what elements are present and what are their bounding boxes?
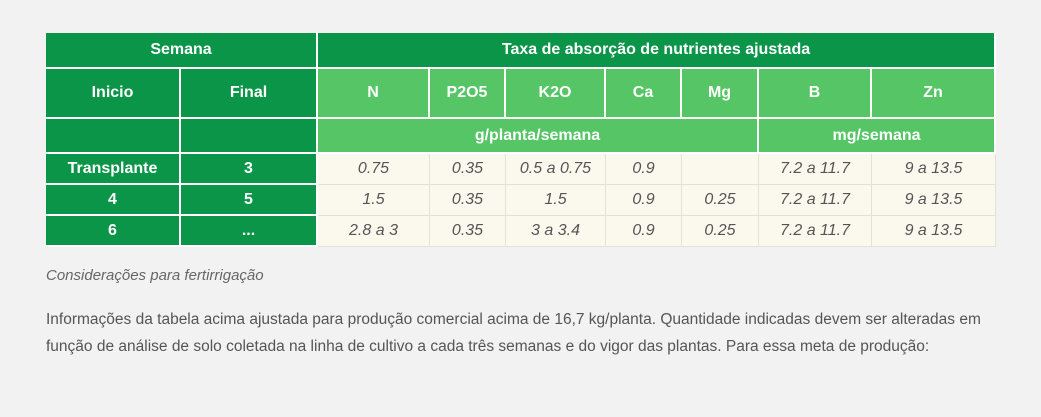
col-ca: Ca — [606, 69, 682, 119]
col-final: Final — [181, 69, 318, 119]
value-cell: 0.75 — [318, 154, 430, 185]
value-cell: 7.2 a 11.7 — [759, 154, 872, 185]
unit-mg-semana: mg/semana — [759, 119, 996, 154]
description-paragraph: Informações da tabela acima ajustada par… — [46, 311, 981, 355]
value-cell: 9 a 13.5 — [872, 185, 996, 216]
row-inicio: 6 — [46, 216, 181, 247]
value-cell: 7.2 a 11.7 — [759, 185, 872, 216]
col-b: B — [759, 69, 872, 119]
value-cell: 0.9 — [606, 154, 682, 185]
unit-empty-1 — [46, 119, 181, 154]
value-cell: 0.25 — [682, 185, 759, 216]
value-cell: 1.5 — [318, 185, 430, 216]
row-final: ... — [181, 216, 318, 247]
col-zn: Zn — [872, 69, 996, 119]
value-cell: 3 a 3.4 — [506, 216, 606, 247]
col-k2o: K2O — [506, 69, 606, 119]
value-cell: 0.9 — [606, 216, 682, 247]
value-cell: 0.9 — [606, 185, 682, 216]
value-cell: 0.35 — [430, 185, 506, 216]
col-inicio: Inicio — [46, 69, 181, 119]
value-cell: 9 a 13.5 — [872, 216, 996, 247]
row-final: 3 — [181, 154, 318, 185]
value-cell: 0.5 a 0.75 — [506, 154, 606, 185]
value-cell — [682, 154, 759, 185]
unit-empty-2 — [181, 119, 318, 154]
value-cell: 0.35 — [430, 154, 506, 185]
value-cell: 0.35 — [430, 216, 506, 247]
col-p2o5: P2O5 — [430, 69, 506, 119]
value-cell: 0.25 — [682, 216, 759, 247]
value-cell: 7.2 a 11.7 — [759, 216, 872, 247]
header-semana: Semana — [46, 33, 318, 69]
row-inicio: 4 — [46, 185, 181, 216]
col-n: N — [318, 69, 430, 119]
nutrient-absorption-table: Semana Taxa de absorção de nutrientes aj… — [46, 33, 996, 247]
unit-g-planta-semana: g/planta/semana — [318, 119, 759, 154]
fertirrigation-note-title: Considerações para fertirrigação — [46, 267, 264, 284]
row-final: 5 — [181, 185, 318, 216]
value-cell: 9 a 13.5 — [872, 154, 996, 185]
row-inicio: Transplante — [46, 154, 181, 185]
value-cell: 1.5 — [506, 185, 606, 216]
col-mg: Mg — [682, 69, 759, 119]
header-taxa: Taxa de absorção de nutrientes ajustada — [318, 33, 996, 69]
value-cell: 2.8 a 3 — [318, 216, 430, 247]
